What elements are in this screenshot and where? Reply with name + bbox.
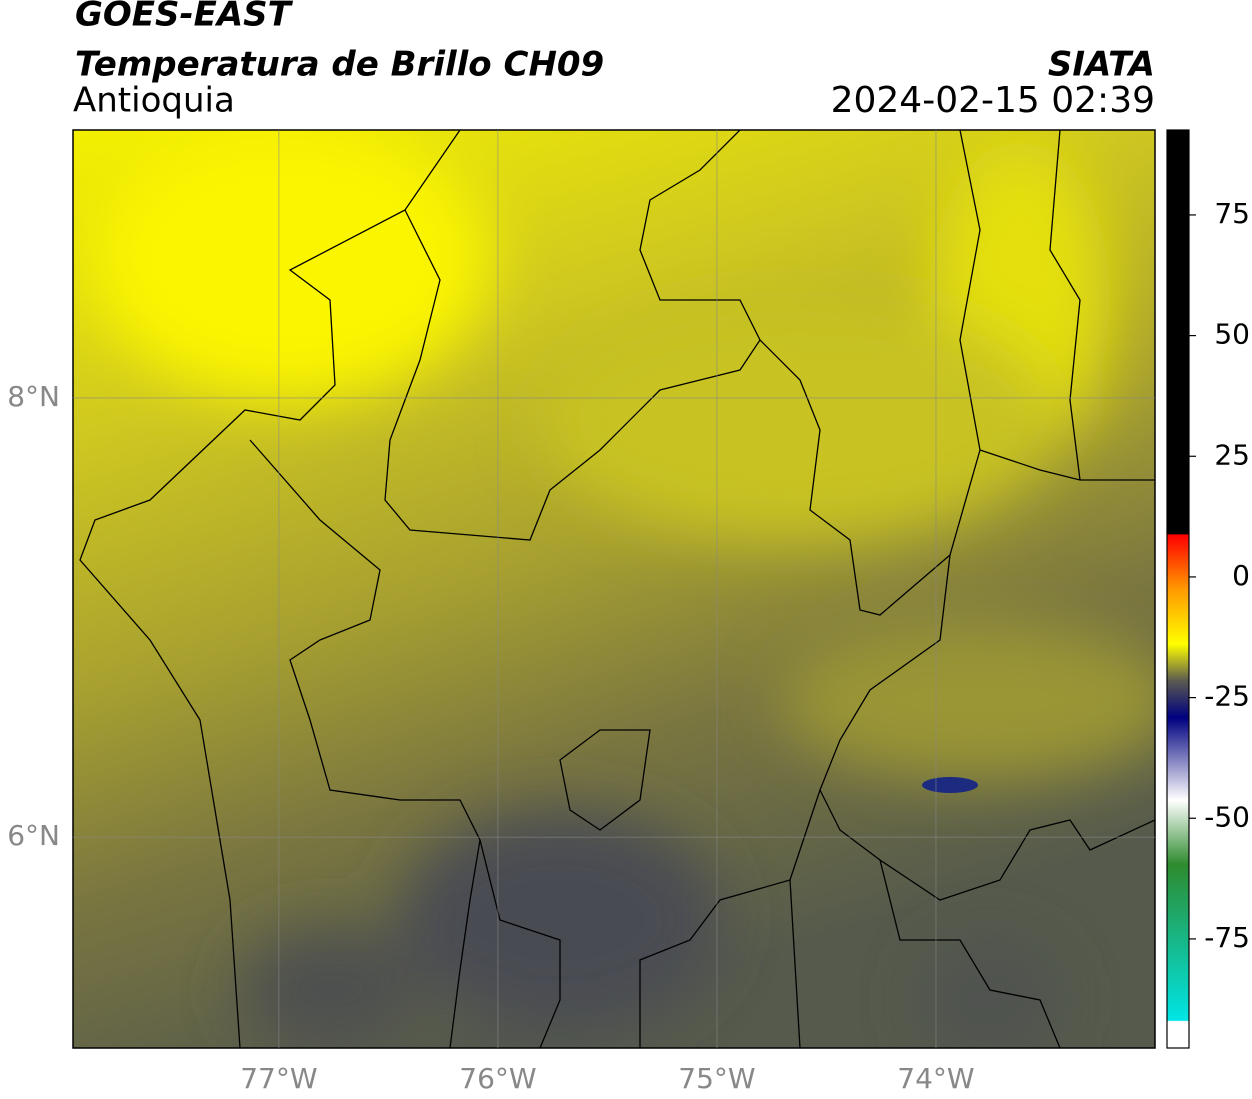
colorbar-tick-label: 0 bbox=[1232, 559, 1250, 592]
map-field bbox=[73, 130, 1155, 1048]
header-region: Antioquia bbox=[73, 81, 235, 121]
header-title: Temperatura de Brillo CH09 bbox=[75, 45, 604, 85]
colorbar-tick-label: -50 bbox=[1204, 800, 1250, 833]
lat-tick-label: 8°N bbox=[7, 380, 60, 413]
map-frame bbox=[72, 129, 1156, 1049]
colorbar bbox=[1166, 129, 1190, 1049]
colorbar-tick-label: -25 bbox=[1204, 680, 1250, 713]
header-source: SIATA bbox=[1048, 45, 1155, 85]
colorbar-tick-label: 75 bbox=[1214, 197, 1250, 230]
colorbar-tick-label: -75 bbox=[1204, 921, 1250, 954]
lon-tick-label: 76°W bbox=[459, 1062, 536, 1095]
lon-tick-label: 74°W bbox=[897, 1062, 974, 1095]
lat-tick-label: 6°N bbox=[7, 819, 60, 852]
lon-tick-label: 77°W bbox=[240, 1062, 317, 1095]
header-line1: GOES-EAST bbox=[75, 0, 294, 35]
colorbar-tick-label: 50 bbox=[1214, 318, 1250, 351]
colorbar-tick-label: 25 bbox=[1214, 438, 1250, 471]
borders bbox=[79, 130, 1155, 1048]
header-datetime: 2024-02-15 02:39 bbox=[831, 80, 1155, 121]
lon-tick-label: 75°W bbox=[678, 1062, 755, 1095]
